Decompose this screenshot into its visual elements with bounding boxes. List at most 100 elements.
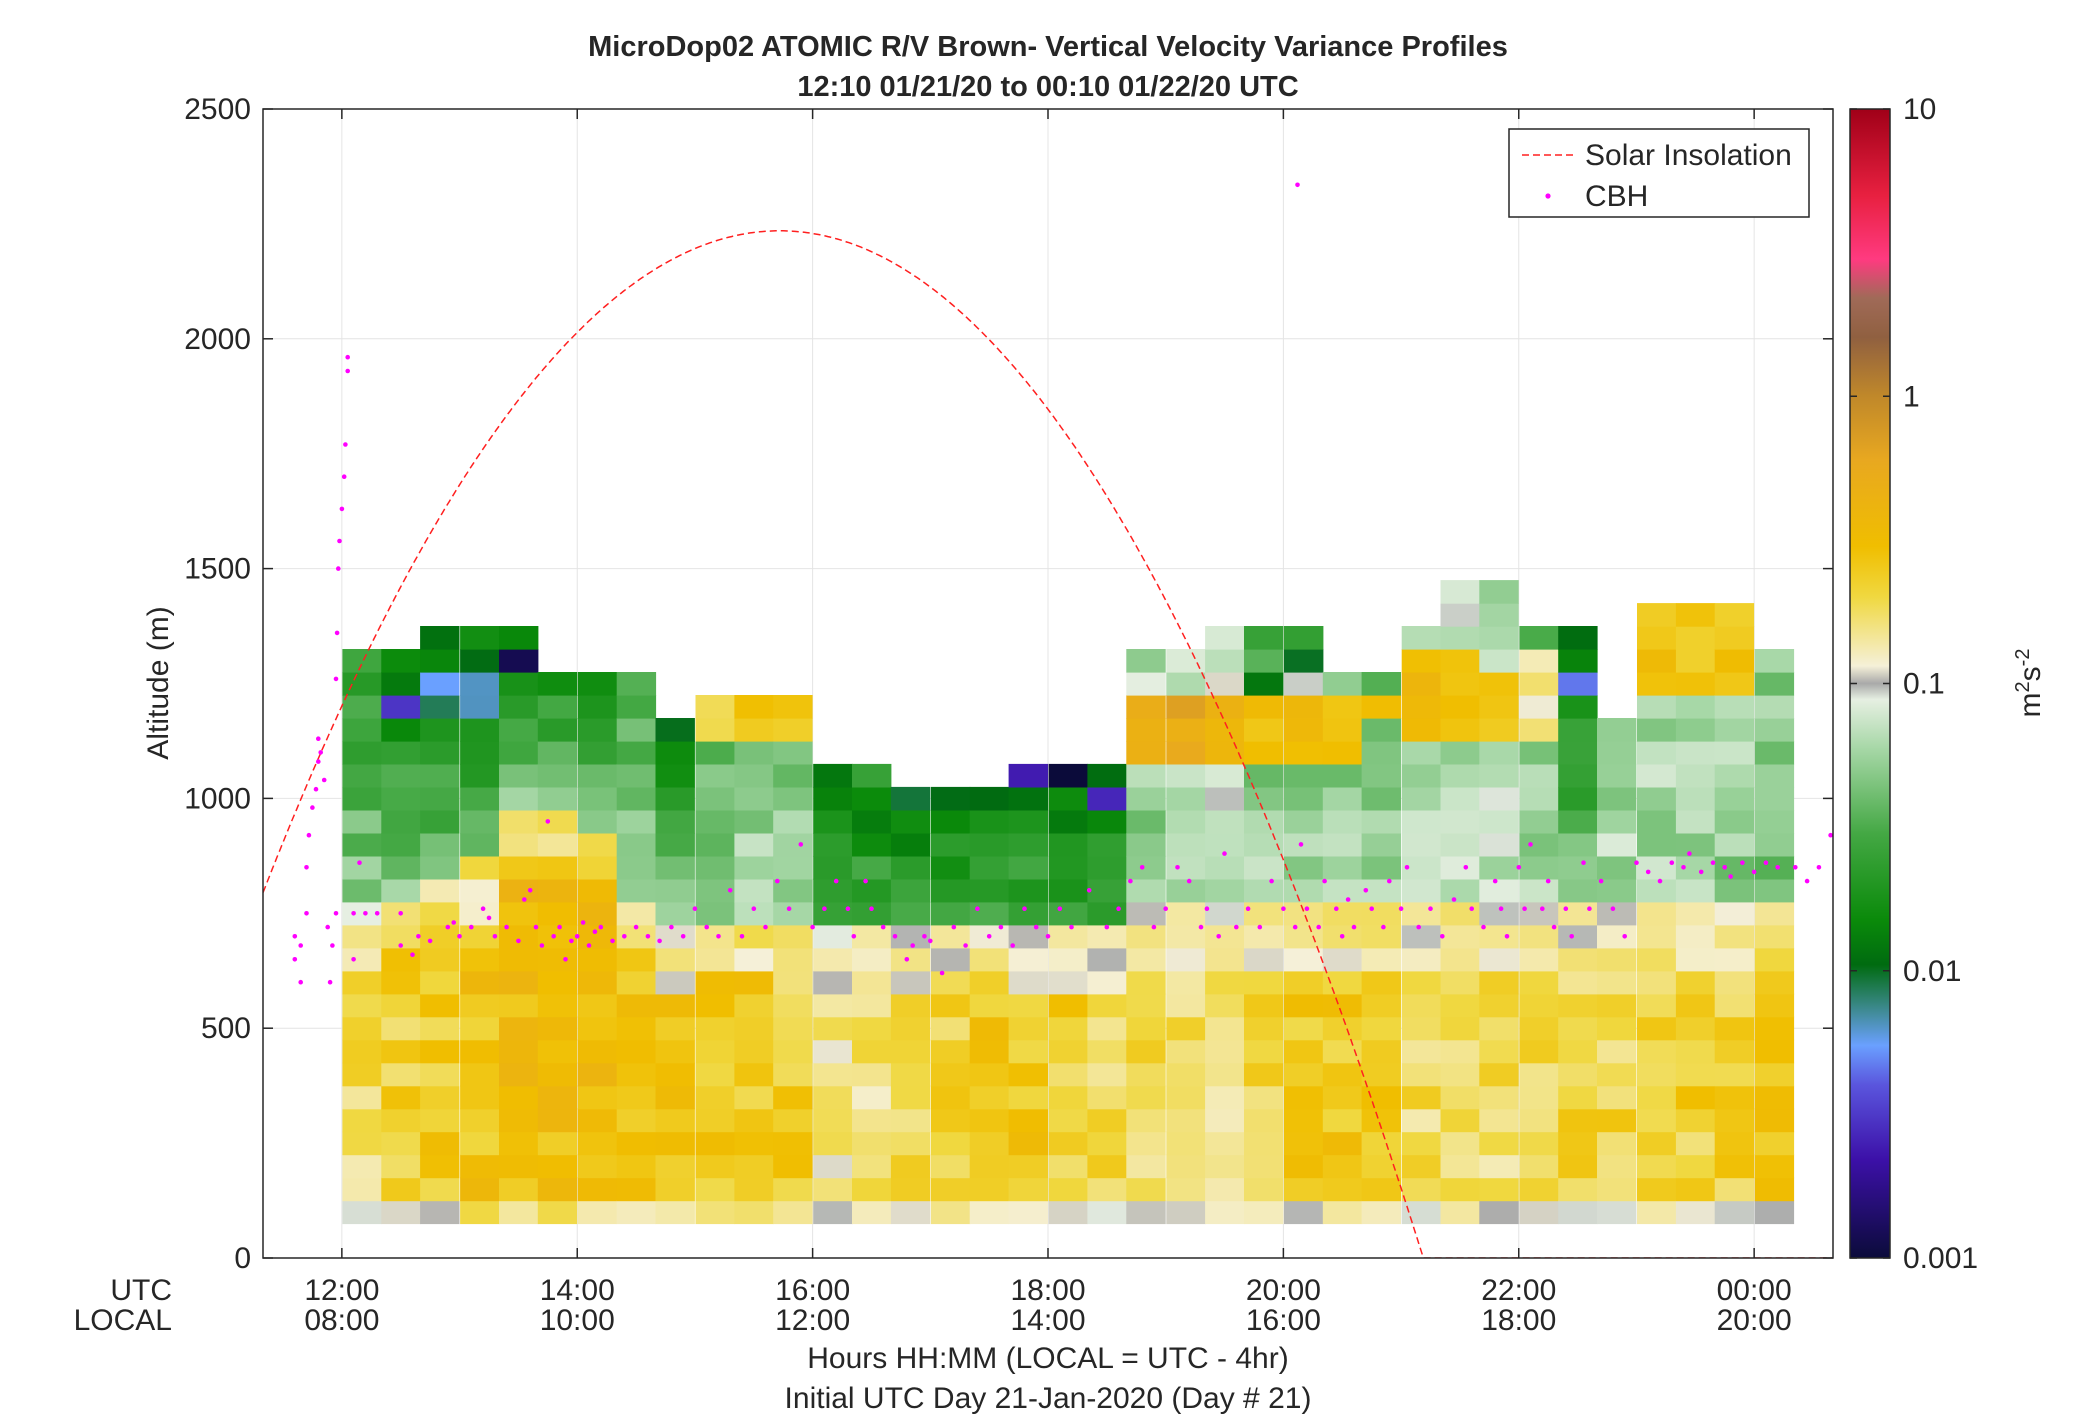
cbh-point [1069,924,1074,930]
variance-cell [342,1108,382,1133]
variance-cell [1205,924,1245,949]
variance-cell [1284,1108,1324,1133]
variance-cell [655,901,695,926]
cbh-point [1728,874,1733,879]
variance-cell [1361,1016,1401,1041]
variance-cell [773,718,813,742]
cbh-point [1610,906,1616,911]
cbh-point [1175,865,1180,870]
variance-cell [1361,786,1401,811]
variance-cell [1754,809,1795,834]
variance-cell [695,1177,735,1202]
variance-cell [852,809,892,834]
variance-cell [1126,924,1166,949]
cbh-point [751,906,757,911]
variance-cell [1714,672,1755,696]
variance-cell [499,1039,539,1064]
cbh-point [869,906,874,911]
variance-cell [1008,878,1048,903]
cbh-point [1387,878,1392,884]
variance-cell [1087,1085,1127,1110]
variance-cell [1205,1177,1245,1202]
cbh-point [504,924,509,930]
variance-cell [890,1108,931,1133]
variance-cell [1479,924,1519,949]
cbh-points [292,182,1833,985]
variance-cell [1440,603,1480,627]
cbh-point [330,943,335,948]
variance-cell [537,1016,578,1041]
variance-cell [1479,1039,1519,1064]
variance-cell [1244,1039,1284,1064]
variance-cell [1479,1016,1519,1041]
variance-cell [1675,1154,1716,1179]
x-axis-label-line1: Hours HH:MM (LOCAL = UTC - 4hr) [807,1342,1288,1375]
variance-cell [1519,832,1559,857]
variance-cell [1008,993,1048,1018]
variance-cell [852,1039,892,1064]
variance-cell [1008,855,1048,880]
variance-cell [1166,1085,1206,1110]
variance-cell [499,1200,539,1225]
variance-cell [499,672,539,696]
variance-cell [1479,580,1519,604]
variance-cell [1048,1108,1088,1133]
variance-cell [1440,1062,1480,1087]
variance-cell [1714,1154,1755,1179]
variance-cell [577,1108,618,1133]
variance-cell [1637,878,1677,903]
variance-cell [969,1200,1010,1225]
variance-cell [655,970,695,995]
variance-cell [852,1016,892,1041]
variance-cell [1244,649,1284,673]
variance-cell [1714,970,1755,995]
variance-cell [1205,947,1245,972]
variance-cell [969,1177,1010,1202]
variance-cell [1637,1062,1677,1087]
variance-cell [1479,763,1519,788]
variance-cell [1205,1085,1245,1110]
variance-cell [499,947,539,972]
variance-cell [1244,901,1284,926]
variance-cell [1008,924,1048,949]
variance-cell [1479,603,1519,627]
variance-cell [1440,695,1480,719]
variance-cell [1205,626,1245,650]
variance-cell [1166,695,1206,719]
variance-cell [1519,740,1559,765]
variance-cell [1714,1177,1755,1202]
variance-cell [420,1062,460,1087]
variance-cell [1558,672,1598,696]
variance-cell [1205,1062,1245,1087]
variance-cell [1519,672,1559,696]
cbh-point [904,957,910,962]
variance-cell [1205,809,1245,834]
variance-cell [577,740,618,765]
variance-cell [1361,672,1401,696]
variance-cell [1558,1062,1598,1087]
chart-title: MicroDop02 ATOMIC R/V Brown- Vertical Ve… [588,31,1508,63]
variance-cell [695,1085,735,1110]
variance-cell [420,1039,460,1064]
variance-cell [1637,603,1677,627]
variance-cell [813,1108,853,1133]
variance-cell [890,901,931,926]
variance-cell [734,1085,774,1110]
variance-cell [499,993,539,1018]
variance-cell [1597,718,1637,742]
variance-cell [1244,1062,1284,1087]
variance-cell [616,832,657,857]
variance-cell [1754,1016,1795,1041]
variance-cell [969,786,1010,811]
variance-cell [1519,855,1559,880]
variance-cell [1558,649,1598,673]
variance-cell [969,855,1010,880]
variance-cell [1322,1016,1363,1041]
variance-cell [1754,855,1795,880]
x-row-label-local: LOCAL [74,1304,172,1337]
cbh-point [1763,860,1769,865]
variance-cell [1637,786,1677,811]
variance-cell [1087,970,1127,995]
cbh-point [810,924,815,930]
cbh-point [327,979,333,985]
